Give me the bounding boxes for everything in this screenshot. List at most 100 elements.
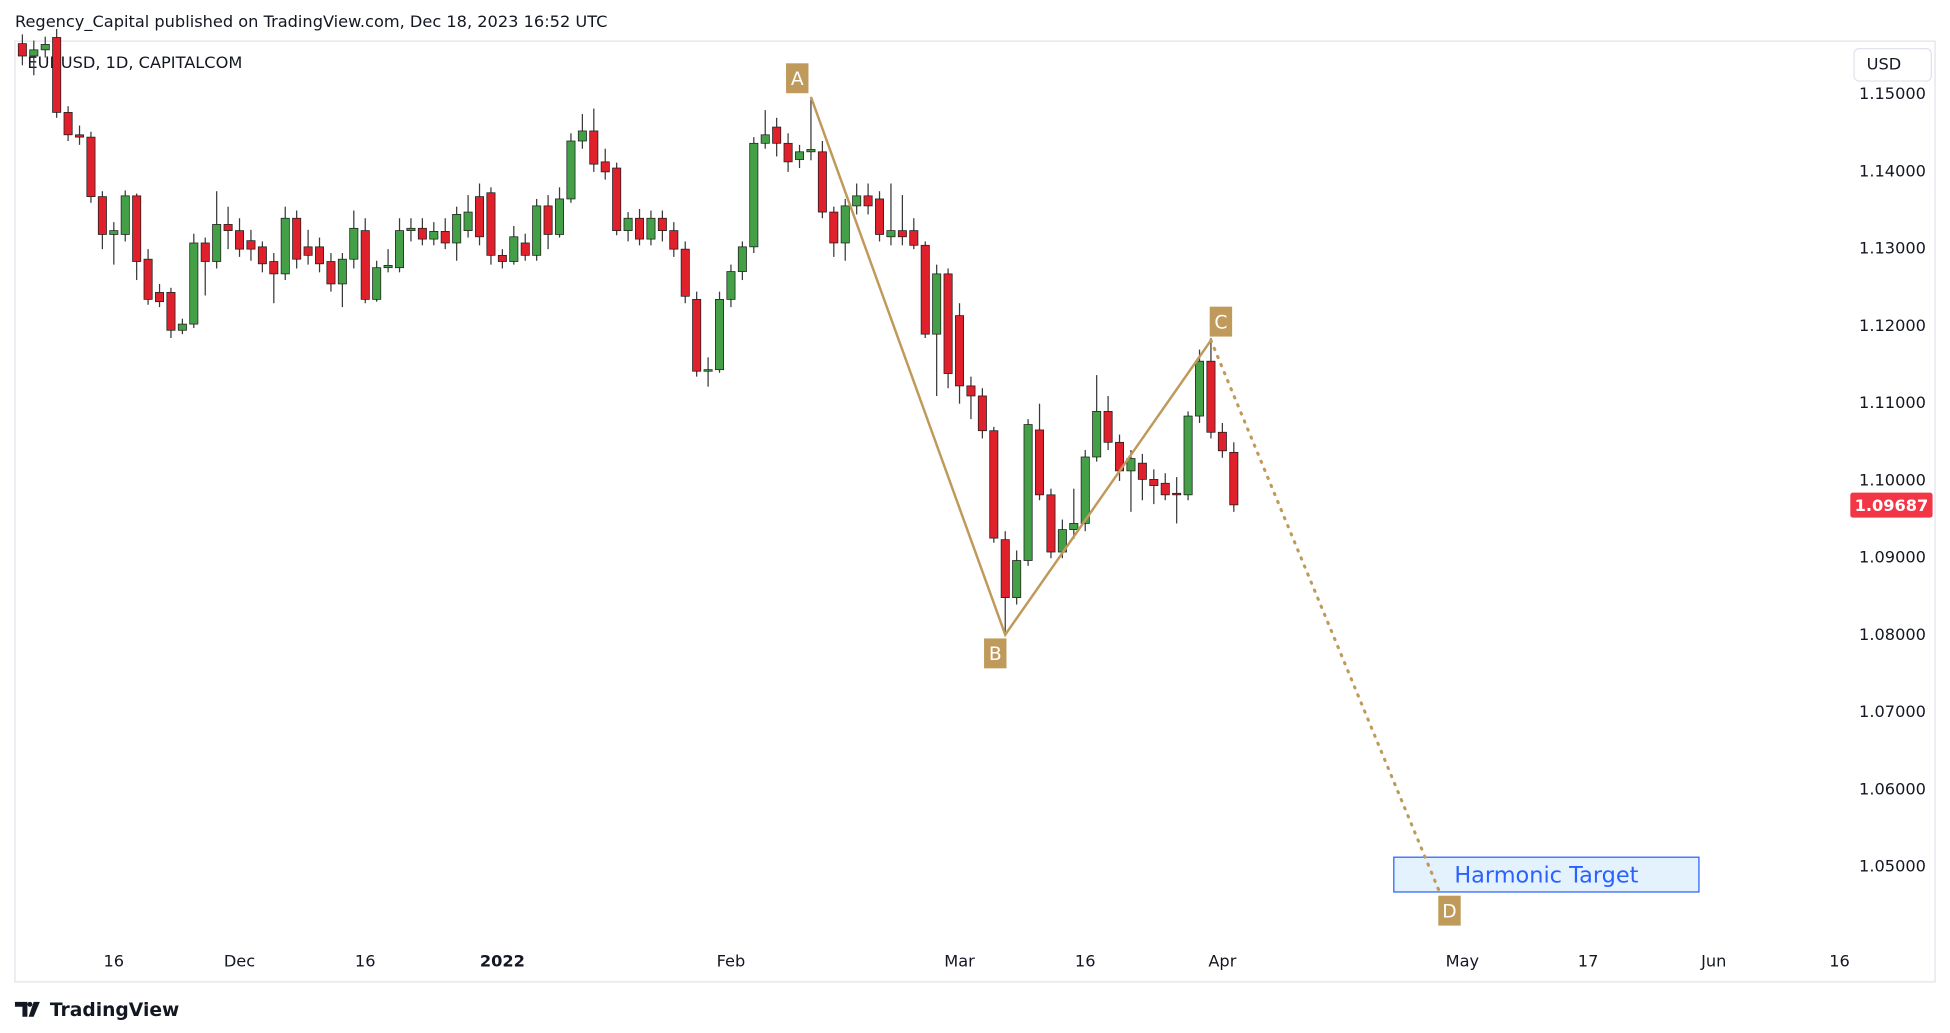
y-tick-label: 1.13000 bbox=[1859, 239, 1926, 258]
candle-body bbox=[1103, 411, 1113, 443]
candle-body bbox=[600, 161, 610, 173]
candle-body bbox=[852, 195, 862, 207]
candle-body bbox=[772, 126, 782, 144]
y-tick-label: 1.14000 bbox=[1859, 161, 1926, 180]
projection-line bbox=[1209, 338, 1442, 894]
candle-body bbox=[1229, 451, 1239, 506]
candle-body bbox=[383, 265, 393, 269]
candle-body bbox=[909, 230, 919, 246]
y-tick-label: 1.06000 bbox=[1859, 779, 1926, 798]
candle-body bbox=[715, 299, 725, 371]
candle-body bbox=[635, 217, 645, 240]
chart-frame bbox=[14, 40, 1936, 983]
candle-body bbox=[1080, 456, 1090, 524]
candle-body bbox=[875, 198, 885, 235]
candle-body bbox=[372, 267, 382, 300]
candle-body bbox=[40, 44, 50, 51]
candle-body bbox=[17, 43, 27, 57]
candle-body bbox=[737, 246, 747, 272]
x-tick-label: Feb bbox=[717, 951, 746, 970]
y-tick-label: 1.11000 bbox=[1859, 393, 1926, 412]
candle-body bbox=[692, 299, 702, 372]
candle-body bbox=[669, 230, 679, 250]
candle-body bbox=[566, 140, 576, 200]
candle-body bbox=[1092, 411, 1102, 458]
candle-body bbox=[395, 230, 405, 269]
candle-body bbox=[1126, 458, 1136, 472]
candle-body bbox=[155, 292, 165, 303]
candle-body bbox=[1023, 424, 1033, 561]
candle-body bbox=[269, 261, 279, 275]
current-price-tag bbox=[1850, 492, 1933, 518]
candle-body bbox=[977, 395, 987, 432]
candle-body bbox=[966, 385, 976, 397]
x-tick-label: Apr bbox=[1208, 951, 1236, 970]
candle-body bbox=[920, 244, 930, 335]
candle-body bbox=[943, 273, 953, 374]
candle-body bbox=[417, 227, 427, 240]
candle-body bbox=[86, 136, 96, 197]
candle-body bbox=[326, 261, 336, 285]
candle-body bbox=[452, 214, 462, 244]
candle-body bbox=[246, 240, 256, 250]
candles bbox=[17, 28, 1239, 635]
x-tick-label: Mar bbox=[944, 951, 975, 970]
x-tick-label: 2022 bbox=[480, 951, 525, 970]
candle-body bbox=[657, 217, 667, 231]
candle-body bbox=[612, 167, 622, 231]
y-tick-label: 1.08000 bbox=[1859, 625, 1926, 644]
candle-body bbox=[337, 258, 347, 285]
candle-body bbox=[555, 198, 565, 235]
candle-body bbox=[577, 130, 587, 142]
point-label: B bbox=[989, 644, 1002, 665]
candle-body bbox=[1195, 360, 1205, 417]
candle-body bbox=[223, 224, 233, 231]
point-label: D bbox=[1442, 901, 1456, 922]
currency[interactable]: USD bbox=[1867, 54, 1902, 73]
candle-body bbox=[52, 37, 62, 113]
candle-body bbox=[543, 205, 553, 235]
symbol-legend: EURUSD, 1D, CAPITALCOM bbox=[27, 53, 242, 72]
candle-body bbox=[589, 130, 599, 165]
candle-body bbox=[257, 246, 267, 265]
candle-body bbox=[360, 230, 370, 300]
candle-body bbox=[1160, 482, 1170, 496]
candle-body bbox=[749, 142, 759, 248]
candle-body bbox=[1172, 492, 1182, 496]
point-label-box bbox=[984, 638, 1007, 669]
y-tick-label: 1.15000 bbox=[1859, 84, 1926, 103]
candle-body bbox=[97, 196, 107, 235]
x-tick-label: 16 bbox=[1075, 951, 1096, 970]
candle-body bbox=[783, 142, 793, 163]
candle-body bbox=[932, 273, 942, 335]
candle-body bbox=[200, 242, 210, 262]
candle-body bbox=[1217, 431, 1227, 452]
current-price-label: 1.09687 bbox=[1855, 496, 1929, 515]
candle-body bbox=[463, 211, 473, 231]
candle-body bbox=[703, 369, 713, 372]
point-label-box bbox=[1438, 895, 1461, 926]
candle-body bbox=[806, 149, 816, 153]
candle-body bbox=[680, 248, 690, 297]
candle-body bbox=[486, 192, 496, 256]
y-tick-label: 1.09000 bbox=[1859, 548, 1926, 567]
candle-body bbox=[143, 258, 153, 300]
candle-body bbox=[120, 195, 130, 235]
candle-body bbox=[520, 242, 530, 256]
candle-body bbox=[532, 205, 542, 256]
currency-button[interactable] bbox=[1853, 48, 1932, 82]
attribution: Regency_Capital published on TradingView… bbox=[15, 12, 608, 32]
candle-body bbox=[406, 227, 416, 231]
candle-body bbox=[235, 230, 245, 250]
candle-body bbox=[1069, 523, 1079, 530]
candle-body bbox=[109, 230, 119, 235]
candle-body bbox=[1149, 479, 1159, 486]
x-tick-label: Dec bbox=[224, 951, 255, 970]
target-label: Harmonic Target bbox=[1454, 862, 1638, 888]
candle-body bbox=[497, 254, 507, 262]
pattern-line bbox=[809, 96, 1212, 638]
candle-body bbox=[840, 205, 850, 244]
candle-body bbox=[955, 315, 965, 387]
